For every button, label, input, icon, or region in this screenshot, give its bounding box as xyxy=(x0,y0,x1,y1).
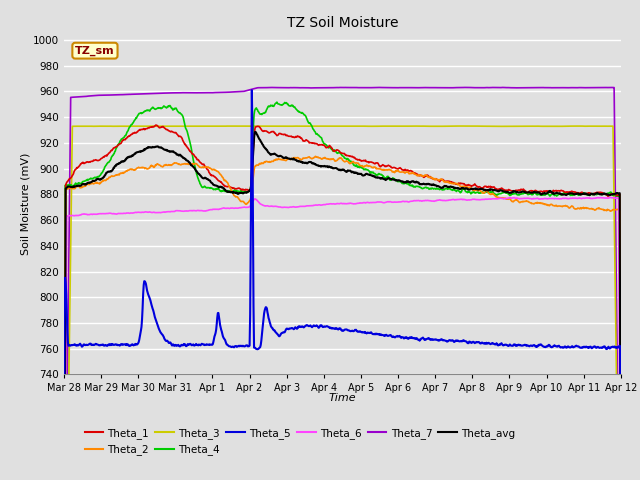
Legend: Theta_1, Theta_2, Theta_3, Theta_4, Theta_5, Theta_6, Theta_7, Theta_avg: Theta_1, Theta_2, Theta_3, Theta_4, Thet… xyxy=(81,424,520,459)
Title: TZ Soil Moisture: TZ Soil Moisture xyxy=(287,16,398,30)
Y-axis label: Soil Moisture (mV): Soil Moisture (mV) xyxy=(20,153,30,255)
X-axis label: Time: Time xyxy=(328,394,356,403)
Text: TZ_sm: TZ_sm xyxy=(75,46,115,56)
